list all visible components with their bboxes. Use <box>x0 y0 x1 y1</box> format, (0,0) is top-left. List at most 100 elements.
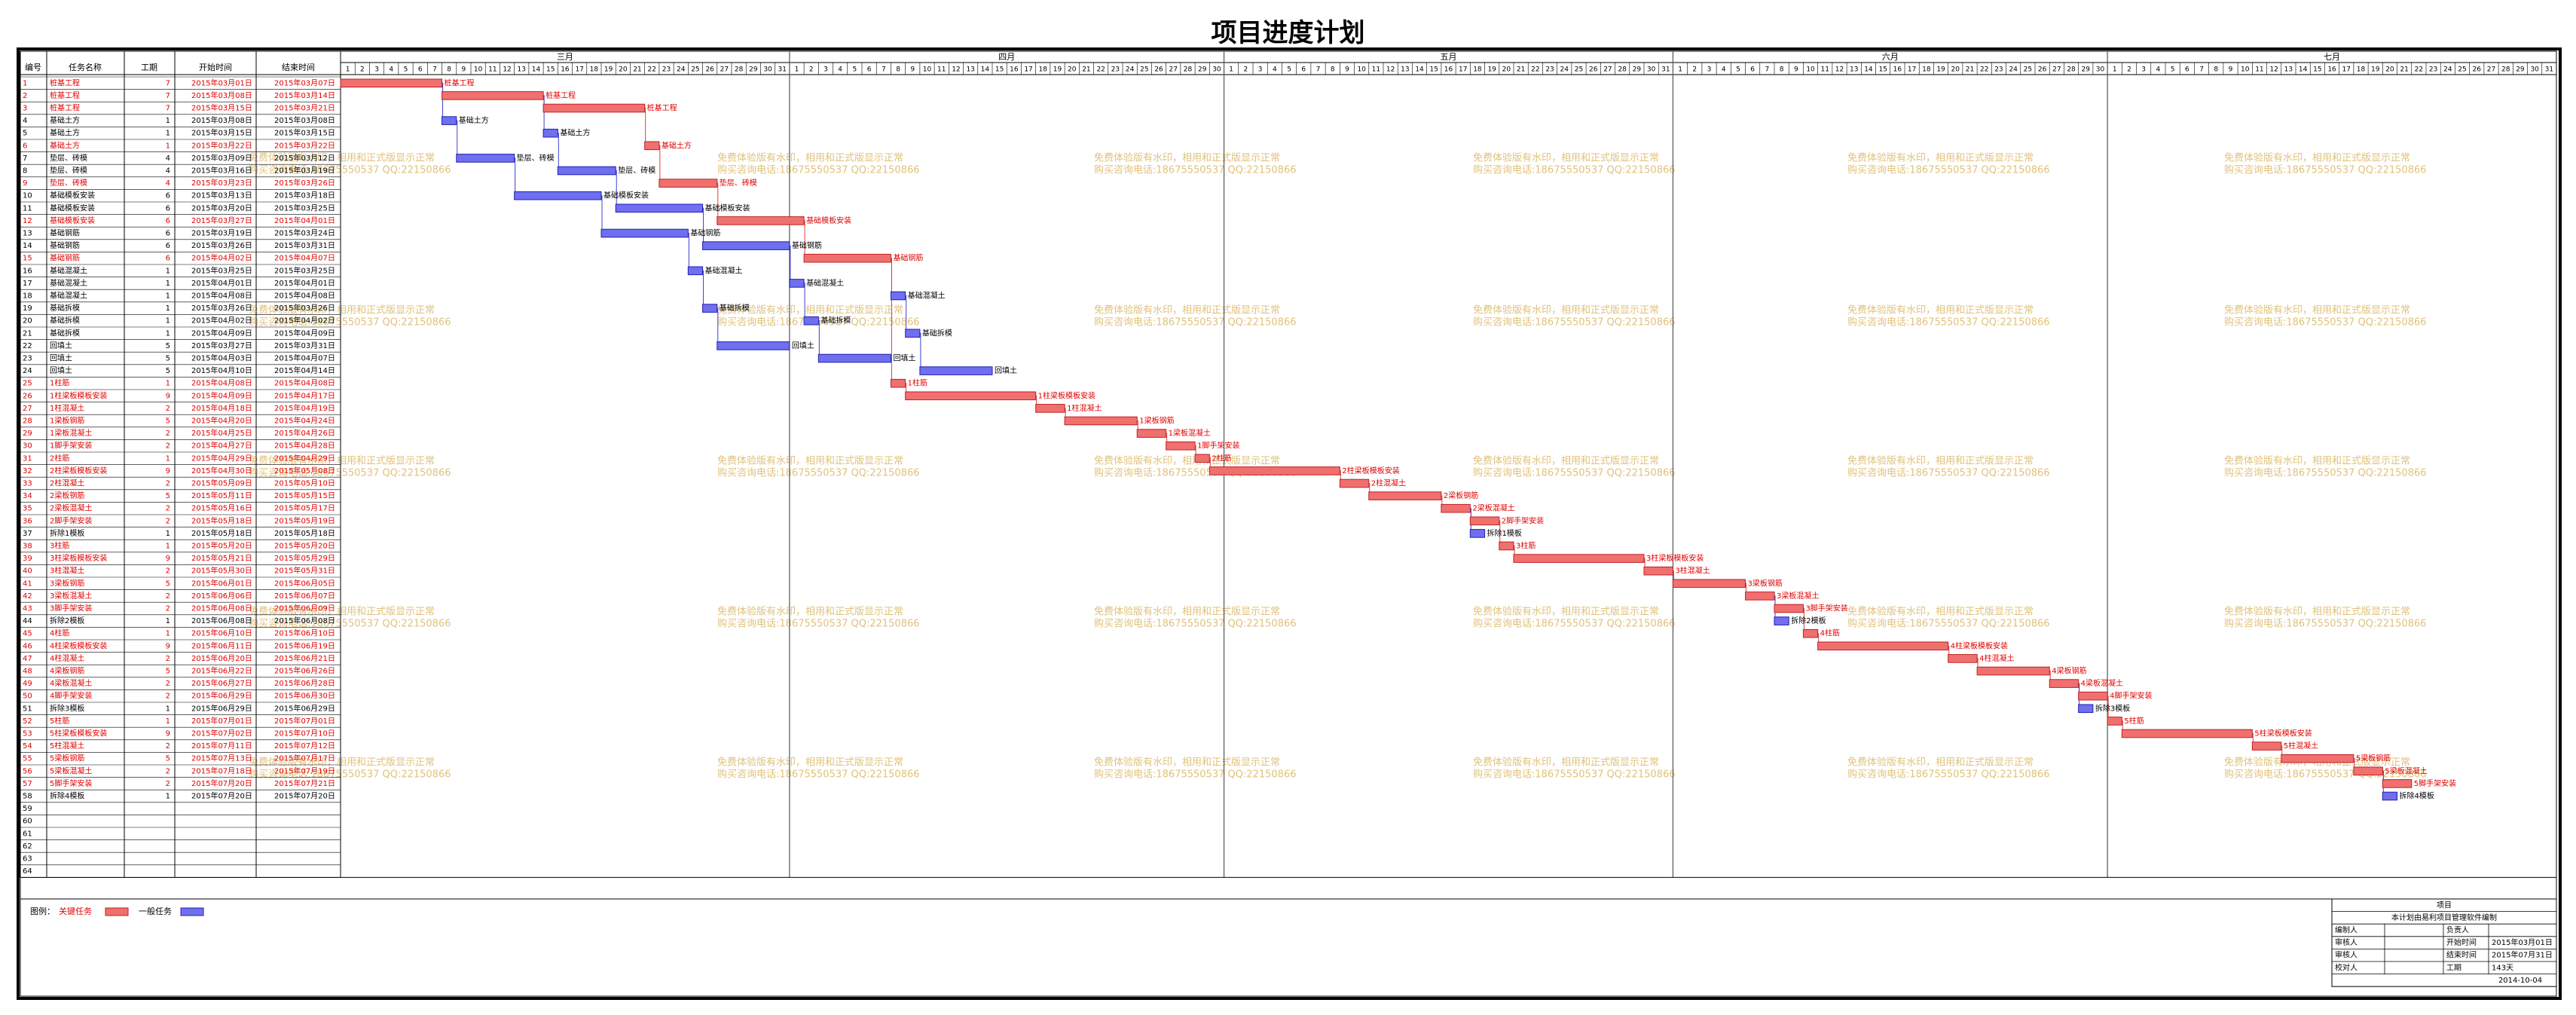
gantt-bar-label: 桩基工程 <box>545 90 576 100</box>
task-row-end: 2015年05月18日 <box>274 528 335 538</box>
watermark-line: 购买咨询电话:18675550537 QQ:22150866 <box>1847 769 2050 781</box>
gantt-bar <box>702 241 790 250</box>
day-number: 22 <box>648 66 656 74</box>
legend-critical-swatch <box>105 907 129 916</box>
task-row-id: 36 <box>23 517 32 525</box>
gantt-bar-label: 2柱梁板模板安装 <box>1342 466 1399 475</box>
task-row-id: 48 <box>23 668 32 676</box>
task-row-name: 基础模板安装 <box>50 216 95 225</box>
task-row-start: 2015年06月20日 <box>191 653 252 663</box>
gantt-bar-label: 5梁板钢筋 <box>2356 754 2391 763</box>
day-number: 19 <box>1053 66 1062 74</box>
gantt-bar-label: 1梁板钢筋 <box>1139 416 1174 426</box>
task-row-start: 2015年04月27日 <box>191 441 252 451</box>
day-number: 23 <box>2429 66 2437 74</box>
task-row-end: 2015年07月21日 <box>274 778 335 788</box>
task-row-name: 基础拆模 <box>50 303 80 313</box>
info-block-cell: 编制人 <box>2335 925 2358 935</box>
legend-normal-label: 一般任务 <box>139 906 172 916</box>
day-number: 9 <box>462 66 466 74</box>
day-number: 10 <box>474 66 483 74</box>
day-number: 8 <box>2214 66 2218 74</box>
gantt-bar-label: 5柱梁板模板安装 <box>2254 729 2312 738</box>
day-number: 17 <box>1024 66 1032 74</box>
gantt-bar <box>1368 491 1442 500</box>
gantt-bar-label: 3梁板钢筋 <box>1748 578 1783 588</box>
gantt-bar <box>600 228 689 238</box>
task-row-name: 2柱梁板模板安装 <box>50 466 107 475</box>
day-number: 12 <box>952 66 960 74</box>
gantt-bar <box>2382 779 2413 788</box>
gantt-bar-label: 2梁板钢筋 <box>1444 491 1478 500</box>
task-row-name: 2梁板混凝土 <box>50 503 92 513</box>
info-block-frame <box>2331 898 2557 987</box>
day-number: 7 <box>882 66 886 74</box>
task-row-duration: 2 <box>166 480 170 488</box>
task-row-end: 2015年03月31日 <box>274 240 335 250</box>
info-block-cell: 负责人 <box>2446 925 2469 935</box>
task-row-start: 2015年03月15日 <box>191 103 252 113</box>
day-number: 6 <box>1301 66 1306 74</box>
task-row-name: 5柱混凝土 <box>50 741 84 751</box>
watermark-line: 免费体验版有水印，相用和正式版显示正常 <box>1094 304 1280 316</box>
task-row-id: 39 <box>23 555 32 563</box>
task-row-start: 2015年03月23日 <box>191 178 252 188</box>
day-number: 17 <box>575 66 583 74</box>
day-number: 20 <box>1068 66 1077 74</box>
empty-row-id: 62 <box>23 842 32 851</box>
watermark-line: 购买咨询电话:18675550537 QQ:22150866 <box>1847 618 2050 630</box>
task-row-start: 2015年06月11日 <box>191 640 252 650</box>
gantt-bar <box>1745 592 1775 601</box>
task-row-name: 桩基工程 <box>50 90 80 100</box>
gantt-bar-label: 基础混凝土 <box>908 291 946 301</box>
day-number: 8 <box>1331 66 1335 74</box>
day-number: 2 <box>1244 66 1248 74</box>
gantt-bar-label: 3梁板混凝土 <box>1777 591 1819 601</box>
gantt-bar-label: 5梁板混凝土 <box>2385 766 2427 775</box>
task-row-end: 2015年04月08日 <box>274 291 335 301</box>
day-number: 12 <box>2269 66 2278 74</box>
task-row-id: 2 <box>23 92 27 100</box>
gantt-bar <box>1441 503 1471 513</box>
task-row-name: 1梁板钢筋 <box>50 416 84 426</box>
task-row-start: 2015年04月08日 <box>191 378 252 388</box>
empty-row-id: 61 <box>23 830 32 838</box>
gantt-bar <box>542 103 646 113</box>
gantt-bar-label: 基础模板安装 <box>806 216 851 225</box>
dependency-link <box>644 108 646 142</box>
task-row-duration: 1 <box>166 317 170 326</box>
task-row-name: 垫层、砖模 <box>50 178 87 188</box>
task-row-duration: 2 <box>166 405 170 413</box>
task-row-name: 4柱梁板模板安装 <box>50 640 107 650</box>
task-row-end: 2015年03月26日 <box>274 303 335 313</box>
day-number: 4 <box>1722 66 1726 74</box>
task-row-end: 2015年05月19日 <box>274 515 335 525</box>
task-row-end: 2015年03月25日 <box>274 203 335 212</box>
task-row-duration: 1 <box>166 267 170 275</box>
watermark-line: 免费体验版有水印，相用和正式版显示正常 <box>1847 455 2034 467</box>
task-row-end: 2015年03月21日 <box>274 103 335 113</box>
task-row-start: 2015年07月11日 <box>191 741 252 751</box>
day-number: 26 <box>1154 66 1163 74</box>
task-row-end: 2015年04月24日 <box>274 416 335 426</box>
task-row-start: 2015年06月08日 <box>191 604 252 613</box>
task-row-id: 30 <box>23 442 32 451</box>
task-row-duration: 4 <box>166 154 170 163</box>
day-number: 21 <box>1966 66 1974 74</box>
info-block-cell: 2015年07月31日 <box>2492 950 2553 960</box>
task-row-start: 2015年07月18日 <box>191 766 252 775</box>
task-row-id: 41 <box>23 579 32 588</box>
gantt-bar <box>514 191 602 200</box>
gantt-bar-label: 基础拆模 <box>820 316 851 326</box>
day-number: 25 <box>691 66 699 74</box>
day-number: 27 <box>1603 66 1612 74</box>
month-label: 三月 <box>557 52 573 62</box>
task-row-start: 2015年04月01日 <box>191 278 252 288</box>
day-number: 6 <box>867 66 872 74</box>
task-row-end: 2015年06月07日 <box>274 591 335 601</box>
task-row-start: 2015年03月27日 <box>191 216 252 225</box>
task-row-end: 2015年04月02日 <box>274 316 335 326</box>
day-number: 14 <box>532 66 541 74</box>
gantt-bar-label: 4梁板混凝土 <box>2081 678 2123 688</box>
gantt-bar <box>2121 729 2253 738</box>
